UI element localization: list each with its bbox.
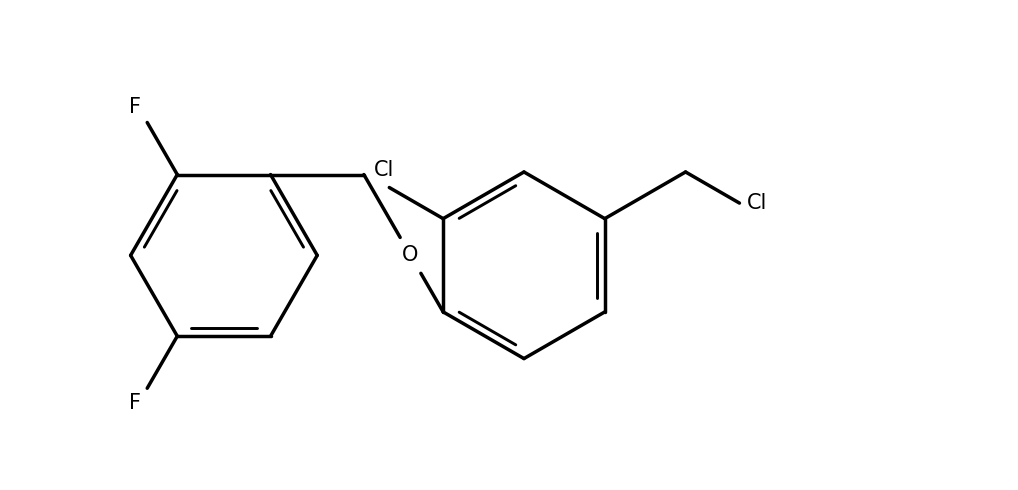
Text: F: F <box>129 393 140 414</box>
Text: F: F <box>129 98 140 117</box>
Text: Cl: Cl <box>374 160 394 180</box>
Text: Cl: Cl <box>746 193 768 213</box>
Text: O: O <box>402 245 418 266</box>
